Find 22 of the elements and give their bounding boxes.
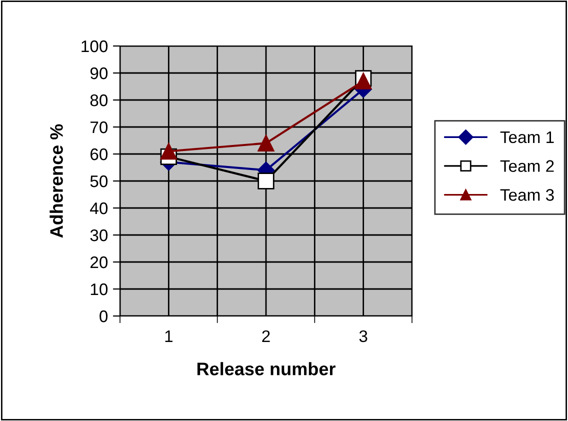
y-tick-label: 40	[90, 202, 108, 214]
x-axis-title: Release number	[197, 362, 336, 376]
legend-label: Team 1	[500, 131, 554, 144]
legend-label: Team 2	[500, 160, 554, 172]
point	[258, 172, 274, 190]
point	[160, 142, 177, 160]
y-tick-label: 0	[100, 310, 108, 322]
y-tick-label: 10	[90, 283, 108, 296]
y-axis-title: Adherence %	[50, 124, 63, 238]
y-tick-label: 60	[90, 148, 108, 160]
y-tick-label: 100	[82, 40, 108, 52]
y-tick-label: 80	[90, 94, 108, 106]
y-tick-label: 30	[90, 229, 108, 242]
y-tick-label: 90	[90, 67, 108, 80]
x-tick-label: 2	[262, 330, 270, 342]
y-tick-label: 20	[90, 256, 108, 268]
y-tick-label: 50	[90, 175, 108, 188]
y-tick-label: 70	[90, 121, 108, 134]
point	[258, 134, 274, 152]
x-tick-label: 1	[165, 330, 172, 342]
legend-label: Team 3	[500, 189, 554, 201]
x-tick-label: 3	[359, 330, 368, 342]
